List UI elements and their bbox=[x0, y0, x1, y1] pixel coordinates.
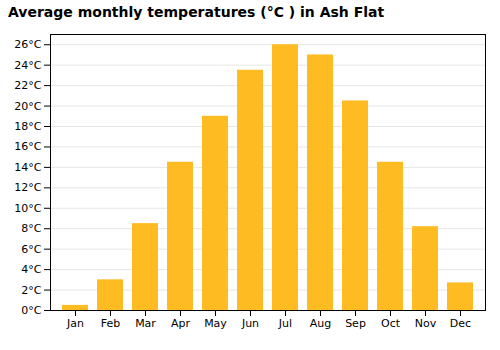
svg-text:20°C: 20°C bbox=[14, 100, 41, 113]
svg-text:26°C: 26°C bbox=[14, 38, 41, 51]
svg-text:0°C: 0°C bbox=[21, 304, 41, 317]
svg-text:22°C: 22°C bbox=[14, 79, 41, 92]
svg-text:Dec: Dec bbox=[450, 317, 471, 330]
svg-text:Feb: Feb bbox=[101, 317, 120, 330]
svg-text:Aug: Aug bbox=[310, 317, 331, 330]
svg-text:Apr: Apr bbox=[171, 317, 191, 330]
svg-text:May: May bbox=[204, 317, 227, 330]
svg-text:14°C: 14°C bbox=[14, 161, 41, 174]
svg-text:6°C: 6°C bbox=[21, 243, 41, 256]
svg-text:8°C: 8°C bbox=[21, 222, 41, 235]
svg-text:2°C: 2°C bbox=[21, 284, 41, 297]
html-text:Average monthly temperatures (: Average monthly temperatures (°C ) in As… bbox=[8, 4, 385, 20]
svg-text:16°C: 16°C bbox=[14, 140, 41, 153]
svg-text:Jul: Jul bbox=[278, 317, 292, 330]
svg-text:Sep: Sep bbox=[345, 317, 366, 330]
svg-text:10°C: 10°C bbox=[14, 202, 41, 215]
svg-text:18°C: 18°C bbox=[14, 120, 41, 133]
svg-text:12°C: 12°C bbox=[14, 181, 41, 194]
svg-text:4°C: 4°C bbox=[21, 263, 41, 276]
svg-text:24°C: 24°C bbox=[14, 59, 41, 72]
svg-text:Nov: Nov bbox=[415, 317, 437, 330]
svg-text:Oct: Oct bbox=[381, 317, 401, 330]
svg-text:Jun: Jun bbox=[241, 317, 259, 330]
svg-text:Mar: Mar bbox=[135, 317, 156, 330]
svg-text:Jan: Jan bbox=[66, 317, 84, 330]
